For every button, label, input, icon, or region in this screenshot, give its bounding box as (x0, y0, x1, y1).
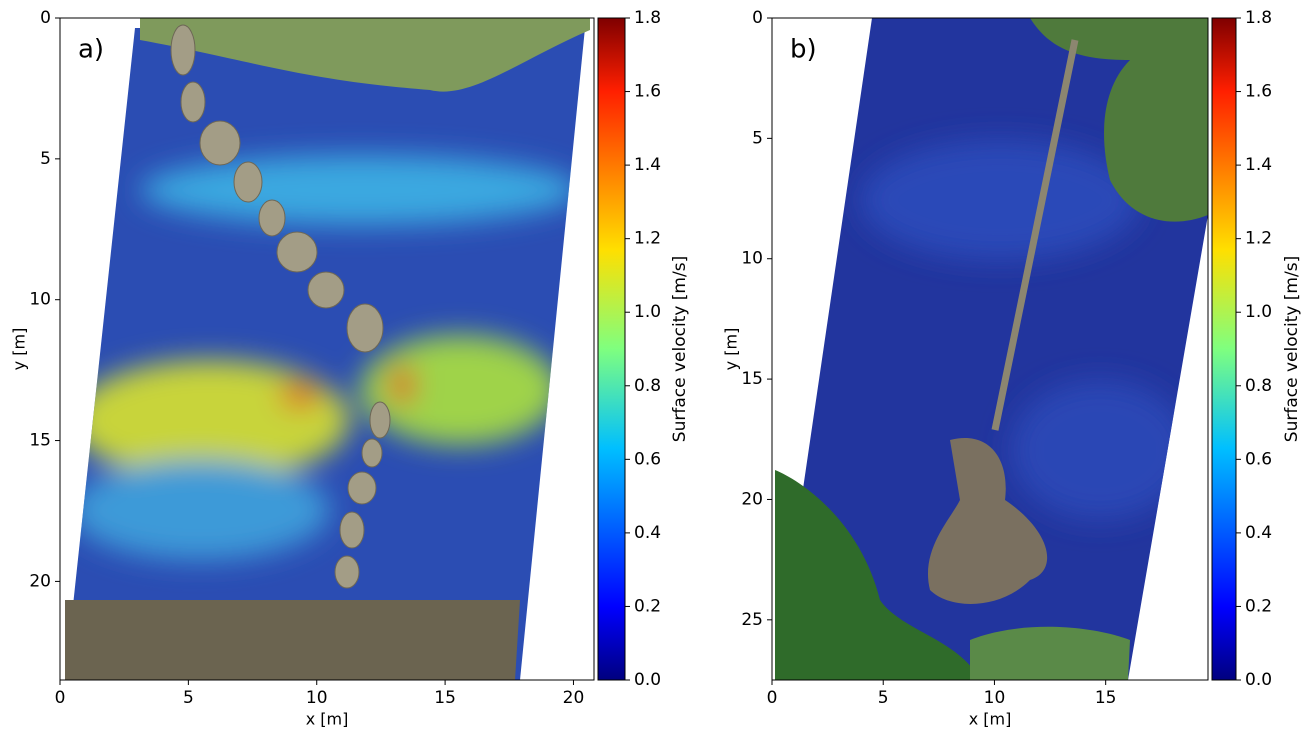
colorbar-tick-label: 1.6 (634, 82, 661, 102)
colorbar-label: Surface velocity [m/s] (1282, 256, 1302, 442)
y-tick-label: 5 (40, 149, 51, 169)
colorbar-tick-label: 1.2 (634, 229, 661, 249)
x-tick-label: 0 (55, 688, 66, 708)
colorbar-tick-label: 1.6 (1245, 82, 1272, 102)
x-axis-label: x [m] (969, 710, 1012, 729)
colorbar-tick-label: 0.2 (634, 596, 661, 616)
x-tick-label: 10 (306, 688, 328, 708)
y-tick-label: 25 (741, 610, 763, 630)
colorbar (598, 18, 625, 680)
panel-title: a) (78, 35, 104, 65)
y-tick-label: 10 (29, 290, 51, 310)
y-tick-label: 0 (40, 8, 51, 28)
colorbar-tick-label: 0.4 (1245, 523, 1272, 543)
colorbar-tick-label: 1.0 (1245, 302, 1272, 322)
y-tick-label: 10 (741, 249, 763, 269)
colorbar-tick-label: 0.4 (634, 523, 661, 543)
x-tick-label: 10 (984, 688, 1006, 708)
colorbar-tick-label: 0.6 (634, 449, 661, 469)
x-axis-label: x [m] (306, 710, 349, 729)
colorbar-label: Surface velocity [m/s] (670, 256, 690, 442)
x-tick-label: 15 (434, 688, 456, 708)
colorbar-tick-label: 0.0 (1245, 670, 1272, 690)
colorbar-tick-label: 1.4 (634, 155, 661, 175)
x-tick-label: 15 (1095, 688, 1117, 708)
panel-b-image (775, 18, 1208, 680)
colorbar-tick-label: 1.0 (634, 302, 661, 322)
colorbar-tick-label: 0.2 (1245, 596, 1272, 616)
x-tick-label: 5 (183, 688, 194, 708)
colorbar-tick-label: 1.4 (1245, 155, 1272, 175)
colorbar-tick-label: 1.2 (1245, 229, 1272, 249)
colorbar (1212, 18, 1236, 680)
colorbar-tick-label: 1.8 (634, 8, 661, 28)
y-tick-label: 20 (741, 489, 763, 509)
y-axis-label: y [m] (722, 328, 741, 371)
y-tick-label: 15 (29, 431, 51, 451)
y-axis-label: y [m] (10, 328, 29, 371)
colorbar-tick-label: 1.8 (1245, 8, 1272, 28)
colorbar-tick-label: 0.8 (634, 376, 661, 396)
y-tick-label: 0 (752, 8, 763, 28)
y-tick-label: 5 (752, 128, 763, 148)
panel-a-image (65, 18, 590, 680)
colorbar-tick-label: 0.0 (634, 670, 661, 690)
x-tick-label: 20 (563, 688, 585, 708)
x-tick-label: 5 (878, 688, 889, 708)
colorbar-tick-label: 0.6 (1245, 449, 1272, 469)
y-tick-label: 20 (29, 571, 51, 591)
y-tick-label: 15 (741, 369, 763, 389)
panel-title: b) (790, 35, 817, 65)
x-tick-label: 0 (767, 688, 778, 708)
colorbar-tick-label: 0.8 (1245, 376, 1272, 396)
figure: 0 5 10 15 20 0 5 10 15 20 a) x [m] y [m] 0.0 0.2 0.4 0.6… (0, 0, 1311, 735)
